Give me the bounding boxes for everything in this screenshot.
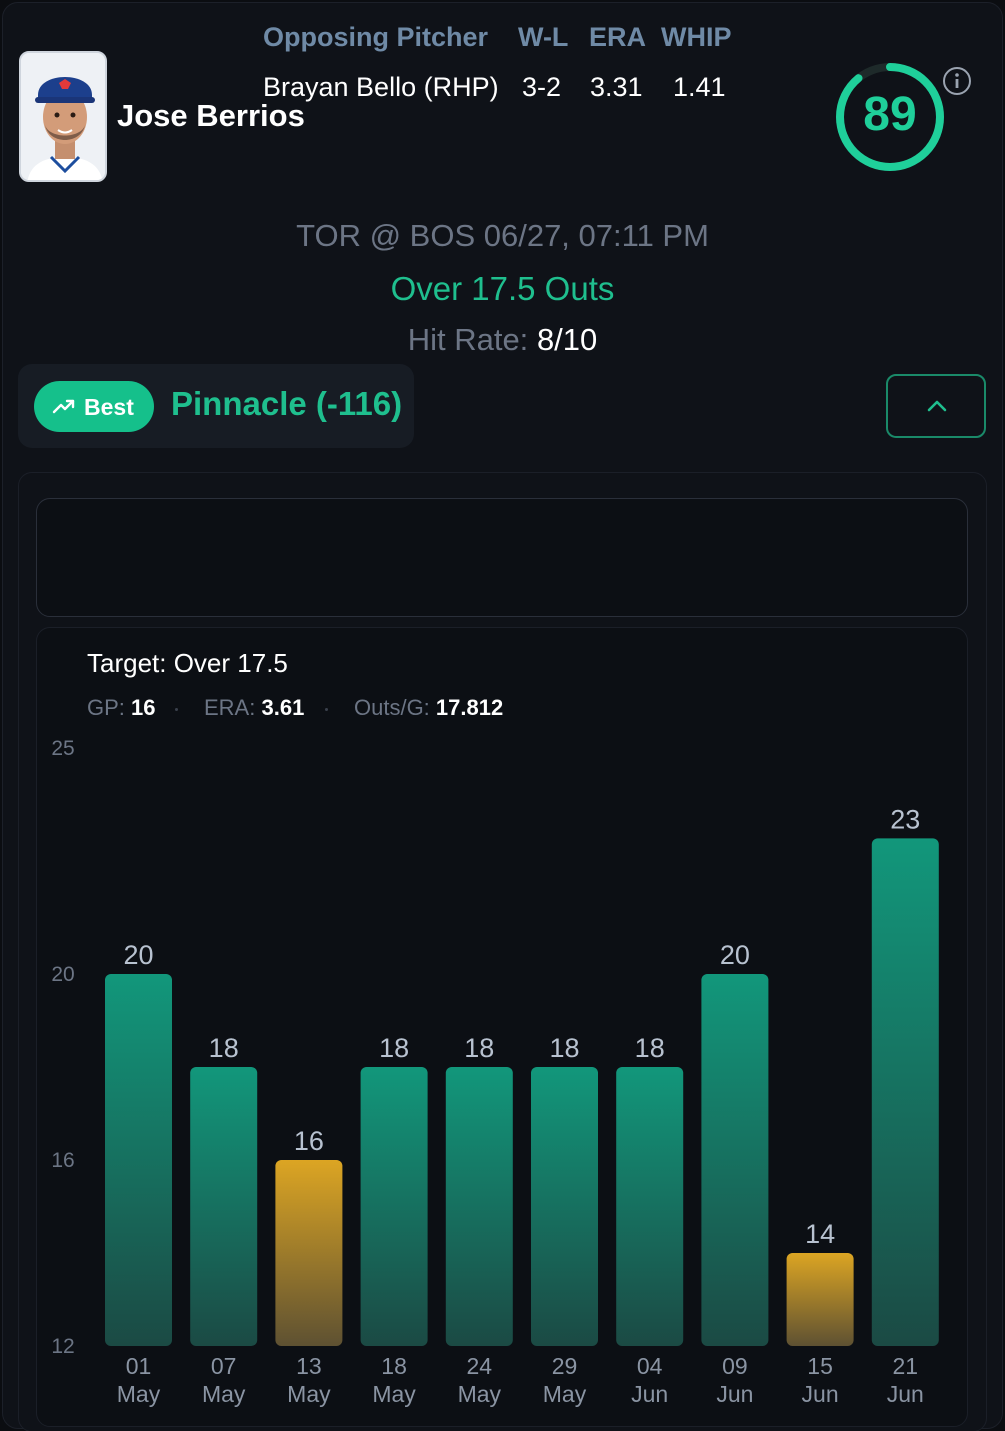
header-wl: W-L (518, 22, 569, 52)
x-tick-month: May (202, 1381, 246, 1407)
era-label: ERA: (204, 695, 256, 720)
player-avatar (19, 51, 107, 182)
x-tick-day: 04 (637, 1353, 663, 1379)
bar (445, 1067, 513, 1346)
header-whip: WHIP (661, 22, 732, 52)
opposing-pitcher-table (36, 498, 968, 617)
outs-label: Outs/G: (354, 695, 430, 720)
hit-rate: Hit Rate: 8/10 (0, 322, 1005, 358)
bar (786, 1253, 854, 1346)
trending-up-icon (52, 399, 75, 414)
x-tick-day: 21 (893, 1353, 919, 1379)
x-tick-day: 07 (211, 1353, 237, 1379)
header-era: ERA (589, 22, 647, 52)
best-odds-label: Best (84, 394, 134, 420)
bar-value-label: 18 (209, 1033, 239, 1063)
bar-value-label: 18 (635, 1033, 665, 1063)
era-stat: ERA: 3.61 (204, 695, 304, 721)
pitcher-name: Brayan Bello (RHP) (263, 72, 499, 102)
pitcher-whip: 1.41 (673, 72, 726, 102)
x-tick-day: 24 (467, 1353, 493, 1379)
bar-value-label: 14 (805, 1219, 835, 1249)
separator-dot (325, 708, 328, 711)
gp-value: 16 (131, 695, 156, 720)
y-tick-label: 20 (51, 963, 74, 986)
x-tick-month: Jun (631, 1381, 668, 1407)
prop-line: Over 17.5 Outs (390, 270, 615, 307)
chart-target: Target: Over 17.5 (87, 648, 288, 678)
score-ring-icon (836, 63, 944, 171)
gp-label: GP: (87, 695, 125, 720)
bar (105, 974, 172, 1346)
bar (701, 974, 769, 1346)
x-tick-day: 18 (381, 1353, 407, 1379)
confidence-score[interactable]: 89 (834, 61, 946, 173)
bar (275, 1160, 343, 1346)
bar (360, 1067, 428, 1346)
header-opposing-pitcher: Opposing Pitcher (263, 22, 489, 52)
x-tick-day: 15 (807, 1353, 833, 1379)
era-value: 3.61 (261, 695, 305, 720)
bar-value-label: 20 (720, 940, 750, 970)
x-tick-month: May (117, 1381, 161, 1407)
x-tick-day: 01 (126, 1353, 152, 1379)
bar (190, 1067, 258, 1346)
bar-value-label: 23 (890, 804, 920, 834)
collapse-button[interactable] (886, 374, 986, 438)
bar-value-label: 18 (379, 1033, 409, 1063)
y-tick-label: 25 (51, 737, 74, 760)
x-tick-month: May (543, 1381, 587, 1407)
x-tick-day: 09 (722, 1353, 748, 1379)
bar (871, 838, 939, 1346)
sportsbook-name: Pinnacle (-116) (171, 385, 403, 422)
gp-stat: GP: 16 (87, 695, 156, 721)
pitcher-era: 3.31 (590, 72, 643, 102)
best-odds-badge: Best (34, 381, 154, 432)
x-tick-month: Jun (716, 1381, 753, 1407)
outs-per-game-stat: Outs/G: 17.812 (354, 695, 503, 721)
hit-rate-value: 8/10 (536, 322, 598, 357)
game-matchup: TOR @ BOS 06/27, 07:11 PM (296, 218, 709, 253)
y-tick-label: 16 (51, 1149, 74, 1172)
info-icon[interactable] (942, 66, 972, 96)
bar (531, 1067, 598, 1346)
sportsbook-panel[interactable]: Best Pinnacle (-116) (18, 364, 414, 448)
outs-value: 17.812 (435, 695, 504, 720)
bar-value-label: 18 (464, 1033, 494, 1063)
hit-rate-label: Hit Rate: (407, 322, 529, 357)
x-tick-month: May (287, 1381, 331, 1407)
x-tick-month: Jun (887, 1381, 924, 1407)
x-tick-month: May (372, 1381, 416, 1407)
bar (616, 1067, 684, 1346)
bar-value-label: 20 (123, 940, 153, 970)
bar-value-label: 16 (294, 1126, 324, 1156)
chevron-up-icon (927, 400, 947, 412)
y-tick-label: 12 (51, 1335, 74, 1358)
x-tick-month: Jun (802, 1381, 839, 1407)
player-name: Jose Berrios (117, 98, 305, 133)
x-tick-month: May (458, 1381, 502, 1407)
x-tick-day: 29 (552, 1353, 578, 1379)
separator-dot (175, 708, 178, 711)
score-value: 89 (863, 88, 917, 141)
x-tick-day: 13 (296, 1353, 322, 1379)
player-headshot-icon (21, 53, 105, 180)
pitcher-wl: 3-2 (522, 72, 562, 102)
bar-value-label: 18 (549, 1033, 579, 1063)
